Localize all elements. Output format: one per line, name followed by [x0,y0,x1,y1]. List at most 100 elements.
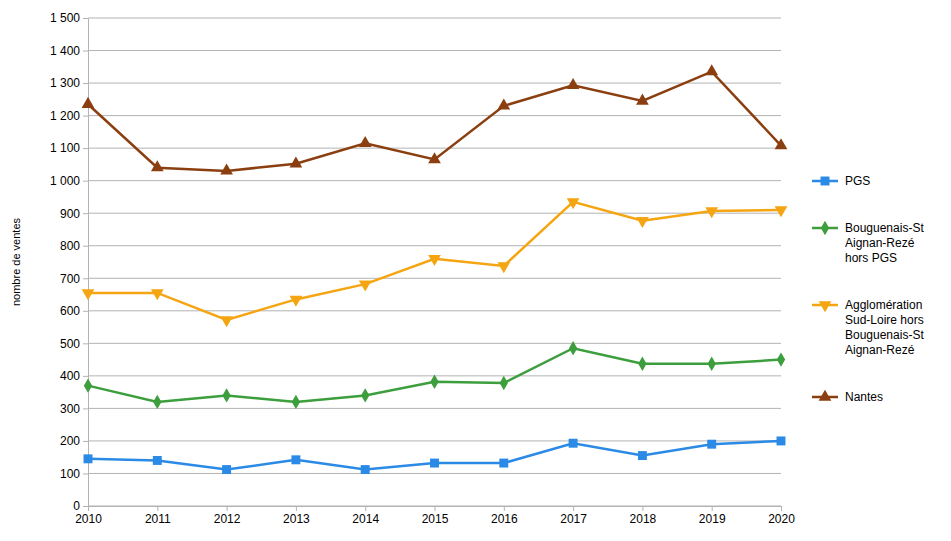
y-tick: 1 000 [50,174,88,188]
x-tick: 2016 [491,506,518,526]
series-marker [775,138,788,149]
y-tick: 1 100 [50,141,88,155]
legend-label: AgglomérationSud-Loire horsBouguenais-St… [845,298,924,357]
series-marker [153,456,162,465]
series-marker [292,395,300,409]
y-tick-mark [83,343,88,344]
legend: PGS Bouguenais-StAignan-Rezéhors PGS Agglo… [812,174,924,404]
series-marker [359,280,372,291]
y-tick: 400 [60,369,88,383]
series-marker [290,156,303,167]
series-marker [708,357,716,371]
x-tick: 2019 [699,506,726,526]
x-tick-mark [88,506,89,511]
series-marker [151,160,164,171]
series-marker [361,465,370,474]
grid-line [88,440,781,441]
legend-item: AgglomérationSud-Loire horsBouguenais-St… [812,298,924,357]
y-tick: 1 300 [50,76,88,90]
y-tick: 1 200 [50,109,88,123]
grid-line [88,213,781,214]
y-tick-label: 900 [60,207,80,221]
series-marker [430,459,439,468]
x-axis: 2010 2011 2012 2013 2014 2015 2016 2017 2018 2019… [75,506,795,526]
x-tick-label: 2020 [768,512,795,526]
grid-line [88,245,781,246]
series-marker [359,136,372,147]
series-marker [777,352,785,366]
series-line [88,202,781,320]
legend-marker [819,390,832,401]
x-tick: 2018 [630,506,657,526]
x-tick-mark [781,506,782,511]
chart: 01002003004005006007008009001 0001 1001 … [0,0,951,541]
series-marker [636,217,649,228]
grid [88,18,781,506]
series-marker [497,98,510,109]
y-tick-mark [83,51,88,52]
y-tick-mark [83,116,88,117]
x-tick-mark [157,506,158,511]
legend-marker [821,221,829,235]
x-tick: 2011 [145,506,171,526]
series-marker [428,255,441,266]
x-tick-label: 2013 [283,512,310,526]
series-marker [638,357,646,371]
y-tick-label: 200 [60,434,80,448]
legend-marker [821,177,830,186]
y-tick-label: 800 [60,239,80,253]
series-marker [82,289,95,300]
y-tick-label: 400 [60,369,80,383]
x-tick-label: 2010 [75,512,102,526]
x-tick-label: 2014 [352,512,379,526]
y-tick: 500 [60,337,88,351]
legend-item: Bouguenais-StAignan-Rezéhors PGS [812,221,924,265]
x-tick: 2015 [422,506,449,526]
x-tick: 2014 [352,506,379,526]
y-tick: 300 [60,402,88,416]
series-marker [84,454,93,463]
series-marker [567,78,580,89]
grid-line [88,408,781,409]
series-marker [705,64,718,75]
y-tick: 100 [60,467,88,481]
grid-line [88,115,781,116]
grid-line [88,83,781,84]
series-marker [291,455,300,464]
series-marker [775,206,788,217]
grid-line [88,50,781,51]
series-marker [220,316,233,327]
legend-label: PGS [845,174,870,188]
series-marker [82,97,95,108]
x-tick-mark [573,506,574,511]
y-tick-mark [83,408,88,409]
y-tick-mark [83,181,88,182]
series-line [88,441,781,470]
y-tick-mark [83,506,88,507]
series-marker [569,439,578,448]
y-tick-label: 100 [60,467,80,481]
y-tick: 1 400 [50,44,88,58]
x-tick-mark [435,506,436,511]
series-marker [290,296,303,307]
series-marker [569,341,577,355]
y-tick: 1 500 [50,11,88,25]
series-marker [777,436,786,445]
grid-line [88,310,781,311]
x-tick-label: 2011 [145,512,171,526]
legend-label: Bouguenais-StAignan-Rezéhors PGS [845,221,924,265]
legend-marker [819,301,832,312]
x-tick-mark [642,506,643,511]
x-tick: 2012 [214,506,241,526]
y-tick-label: 600 [60,304,80,318]
series-marker [84,378,92,392]
x-tick-mark [365,506,366,511]
grid-line [88,180,781,181]
grid-line [88,278,781,279]
y-tick-mark [83,213,88,214]
x-tick-label: 2017 [560,512,587,526]
series-marker [430,375,438,389]
x-tick-label: 2012 [214,512,241,526]
legend-item: Nantes [812,390,883,404]
x-tick-mark [712,506,713,511]
